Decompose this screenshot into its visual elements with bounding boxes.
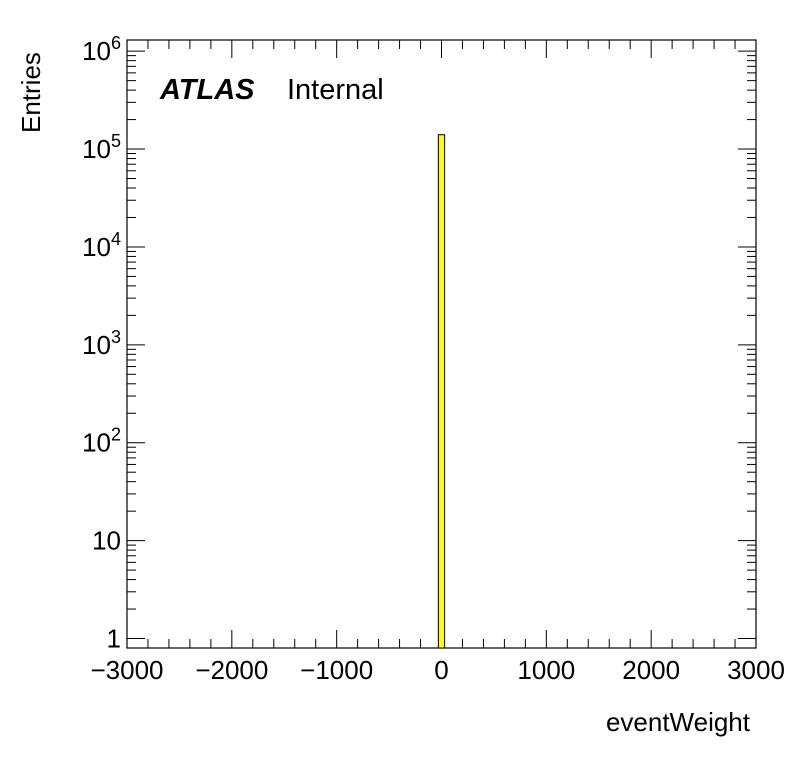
x-tick-label: −3000 — [90, 655, 163, 685]
y-tick-label: 105 — [82, 131, 121, 164]
histogram-bin — [437, 134, 446, 649]
x-tick-label: −2000 — [195, 655, 268, 685]
y-tick-label: 104 — [82, 229, 121, 262]
x-tick-label: 0 — [434, 655, 448, 685]
y-tick-label: 106 — [82, 33, 121, 66]
histogram-bars — [437, 134, 446, 649]
y-tick-label: 10 — [92, 526, 121, 556]
atlas-label: ATLAS — [159, 74, 255, 106]
y-tick-label: 103 — [82, 327, 121, 360]
x-tick-label: 3000 — [727, 655, 785, 685]
y-tick-labels: 1 10 102 103 104 105 106 — [82, 33, 121, 653]
x-tick-label: 1000 — [517, 655, 575, 685]
y-axis-title: Entries — [16, 52, 46, 133]
x-tick-label: −1000 — [300, 655, 373, 685]
x-tick-label: 2000 — [622, 655, 680, 685]
axis-ticks — [126, 40, 757, 648]
internal-label: Internal — [287, 74, 384, 106]
y-tick-label: 102 — [82, 425, 121, 458]
x-tick-labels: −3000 −2000 −1000 0 1000 2000 3000 — [90, 655, 784, 685]
x-axis-title: eventWeight — [606, 707, 751, 737]
y-tick-label: 1 — [107, 624, 121, 654]
